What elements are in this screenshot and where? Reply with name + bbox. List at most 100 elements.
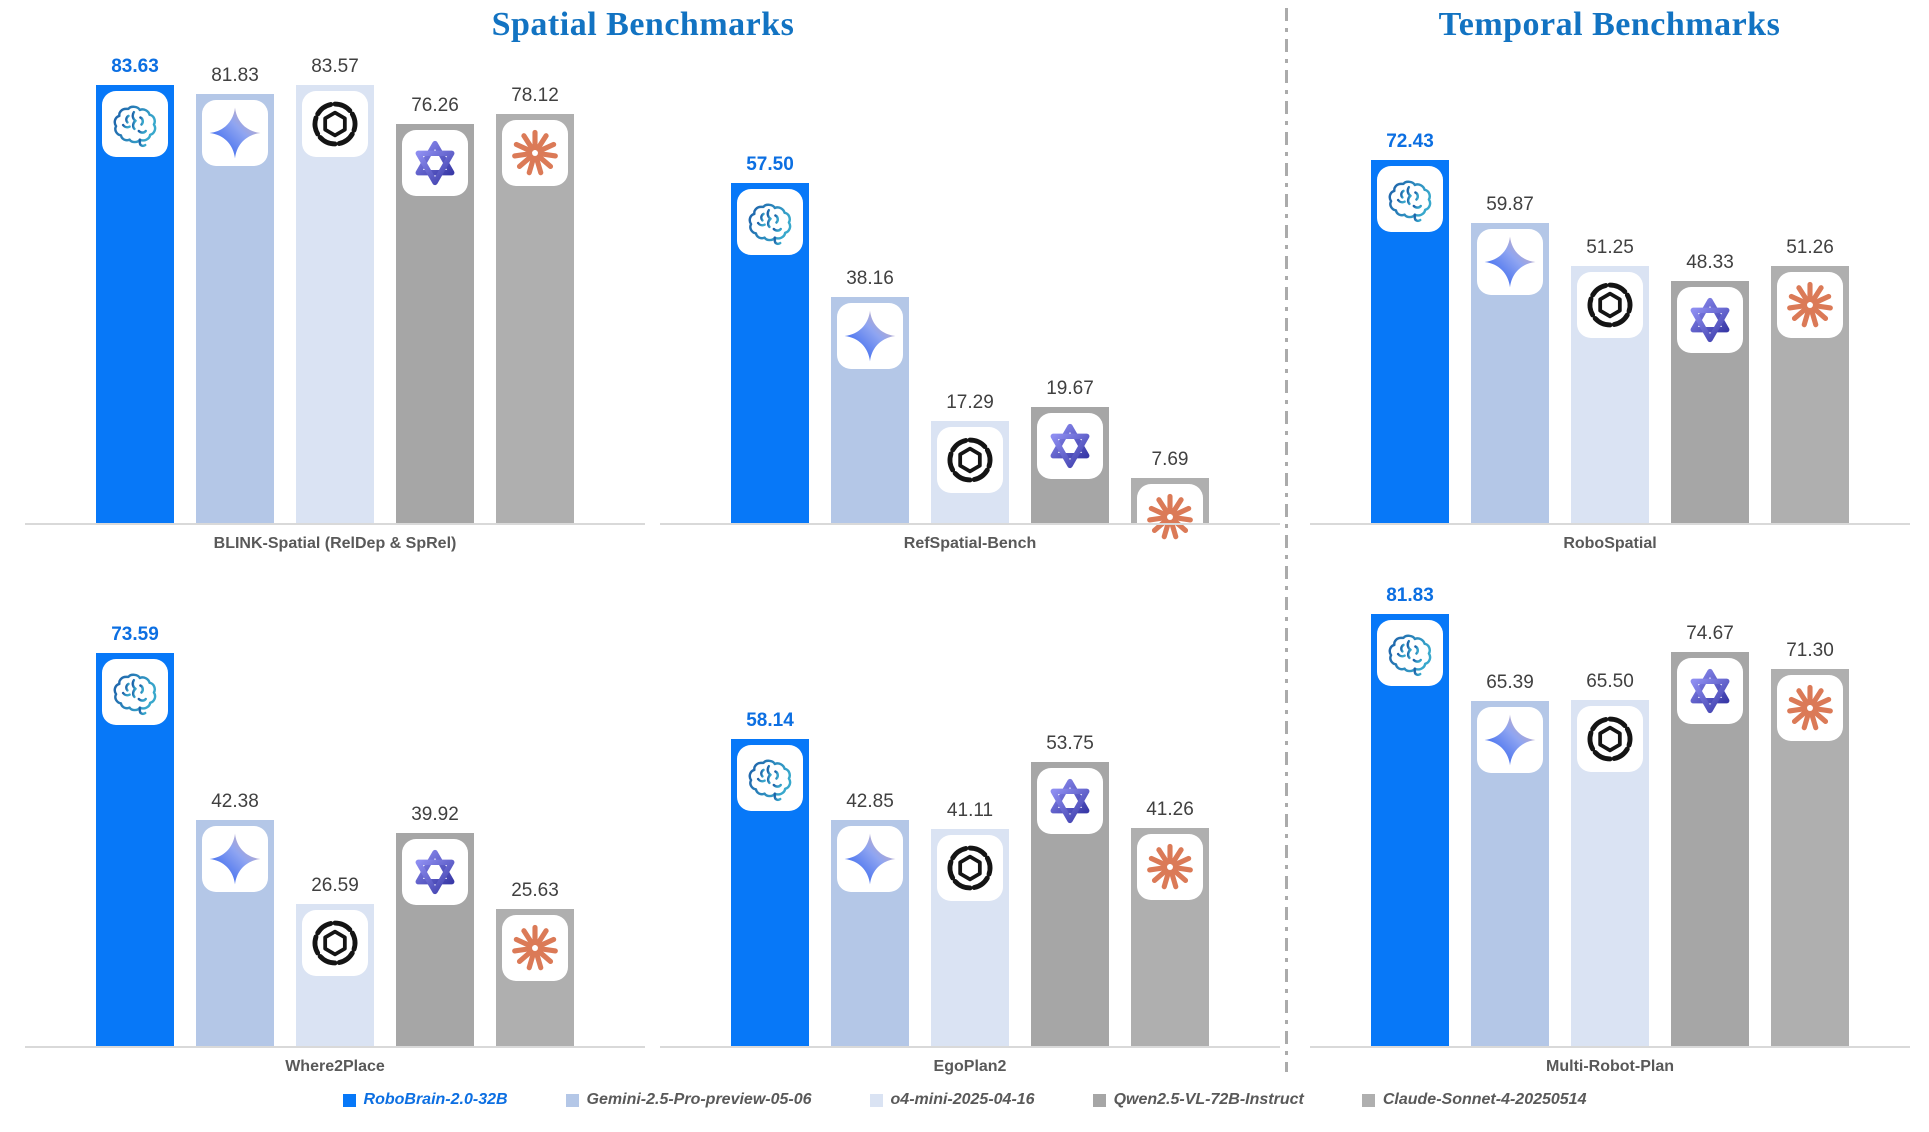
legend-item-robobrain-2-0-32b: RoboBrain-2.0-32B — [342, 1091, 508, 1109]
qwen-logo-icon — [1690, 297, 1730, 342]
model-badge-robobrain-2-0-32b — [737, 189, 803, 256]
model-badge-qwen2-5-vl-72b-instruct — [402, 129, 468, 196]
bar-value-label: 42.38 — [211, 790, 259, 812]
model-badge-robobrain-2-0-32b — [102, 658, 168, 725]
model-badge-claude-sonnet-4-20250514 — [1777, 675, 1843, 742]
chart-legend: RoboBrain-2.0-32B Gemini-2.5-Pro-preview-… — [0, 1091, 1929, 1109]
bar-qwen2-5-vl-72b-instruct: 76.26 — [396, 95, 474, 523]
bar-robobrain-2-0-32b: 58.14 — [731, 710, 809, 1046]
bar-value-label: 78.12 — [511, 84, 559, 106]
legend-marker-icon — [1092, 1093, 1106, 1107]
robobrain-brain-icon — [748, 203, 792, 246]
model-badge-gemini-2-5-pro-preview-05-06 — [837, 825, 903, 892]
legend-marker-icon — [565, 1093, 579, 1107]
qwen-logo-icon — [1050, 423, 1090, 468]
bar-robobrain-2-0-32b: 57.50 — [731, 154, 809, 523]
x-axis-label-blink-spatial-reldep-sprel: BLINK-Spatial (RelDep & SpRel) — [213, 535, 457, 552]
bar-claude-sonnet-4-20250514: 7.69 — [1131, 449, 1209, 550]
bar-claude-sonnet-4-20250514: 78.12 — [496, 85, 574, 523]
model-badge-qwen2-5-vl-72b-instruct — [402, 838, 468, 905]
bar-robobrain-2-0-32b: 72.43 — [1371, 131, 1449, 523]
bar-value-label: 57.50 — [746, 154, 794, 176]
legend-item-gemini-2-5-pro-preview-05-06: Gemini-2.5-Pro-preview-05-06 — [565, 1091, 812, 1109]
x-axis-line — [25, 523, 645, 525]
chart-egoplan2: 58.14 42.85 41.11 53.75 41.26 EgoPlan2 — [660, 560, 1280, 1106]
model-badge-claude-sonnet-4-20250514 — [502, 915, 568, 982]
openai-logo-icon — [947, 845, 993, 891]
bar-gemini-2-5-pro-preview-05-06: 81.83 — [196, 65, 274, 523]
plot-area: 83.63 81.83 83.57 76.26 78.12 — [25, 56, 645, 523]
bar-o4-mini-2025-04-16: 51.25 — [1571, 237, 1649, 523]
plot-area: 72.43 59.87 51.25 48.33 51.26 — [1310, 62, 1910, 523]
model-badge-qwen2-5-vl-72b-instruct — [1037, 768, 1103, 835]
gemini-star-icon — [209, 107, 261, 159]
openai-logo-icon — [1587, 282, 1633, 328]
bar-value-label: 71.30 — [1786, 640, 1834, 662]
bar-qwen2-5-vl-72b-instruct: 39.92 — [396, 804, 474, 1046]
bar-value-label: 76.26 — [411, 94, 459, 116]
bar-value-label: 26.59 — [311, 875, 359, 896]
bar-value-label: 72.43 — [1386, 131, 1434, 153]
bar-value-label: 59.87 — [1486, 194, 1534, 215]
bar-gemini-2-5-pro-preview-05-06: 65.39 — [1471, 672, 1549, 1046]
claude-starburst-icon — [512, 129, 558, 176]
bar-value-label: 53.75 — [1046, 733, 1094, 755]
bar-value-label: 65.39 — [1486, 671, 1534, 693]
gemini-star-icon — [844, 833, 896, 885]
claude-starburst-icon — [1787, 685, 1833, 731]
legend-label: RoboBrain-2.0-32B — [363, 1091, 508, 1108]
model-badge-qwen2-5-vl-72b-instruct — [1677, 657, 1743, 724]
model-badge-claude-sonnet-4-20250514 — [1137, 483, 1203, 550]
legend-item-o4-mini-2025-04-16: o4-mini-2025-04-16 — [869, 1091, 1035, 1109]
model-badge-gemini-2-5-pro-preview-05-06 — [202, 100, 268, 167]
bar-claude-sonnet-4-20250514: 25.63 — [496, 880, 574, 1046]
model-badge-gemini-2-5-pro-preview-05-06 — [1477, 706, 1543, 773]
bar-gemini-2-5-pro-preview-05-06: 42.85 — [831, 791, 909, 1046]
qwen-logo-icon — [415, 849, 455, 894]
x-axis-line — [660, 1046, 1280, 1048]
model-badge-o4-mini-2025-04-16 — [302, 910, 368, 976]
qwen-logo-icon — [1690, 668, 1730, 713]
claude-starburst-icon — [1787, 282, 1833, 328]
legend-marker-icon — [869, 1093, 883, 1107]
gemini-star-icon — [844, 311, 896, 362]
bar-value-label: 83.57 — [311, 56, 359, 78]
gemini-star-icon — [1484, 714, 1536, 765]
bar-value-label: 58.14 — [746, 709, 794, 731]
bar-gemini-2-5-pro-preview-05-06: 38.16 — [831, 268, 909, 523]
x-axis-line — [1310, 523, 1910, 525]
bar-value-label: 74.67 — [1686, 622, 1734, 644]
bar-value-label: 51.26 — [1786, 237, 1834, 259]
openai-logo-icon — [947, 437, 993, 483]
bar-value-label: 83.63 — [111, 55, 159, 77]
bar-o4-mini-2025-04-16: 17.29 — [931, 392, 1009, 523]
plot-area: 57.50 38.16 17.29 19.67 7.69 — [660, 62, 1280, 550]
chart-blink-spatial-reldep-sprel: 83.63 81.83 83.57 76.26 78.12 BLINK-Spati… — [25, 56, 645, 583]
chart-where2place: 73.59 42.38 26.59 39.92 25.63 Where2Place — [25, 560, 645, 1106]
robobrain-brain-icon — [1388, 180, 1432, 223]
bar-o4-mini-2025-04-16: 41.11 — [931, 800, 1009, 1046]
bar-value-label: 39.92 — [411, 803, 459, 825]
legend-marker-icon — [342, 1093, 356, 1107]
bar-value-label: 38.16 — [846, 268, 894, 290]
legend-label: Claude-Sonnet-4-20250514 — [1382, 1091, 1587, 1108]
openai-logo-icon — [312, 101, 358, 147]
bar-claude-sonnet-4-20250514: 51.26 — [1771, 237, 1849, 523]
chart-robospatial: 72.43 59.87 51.25 48.33 51.26 RoboSpatial — [1310, 62, 1910, 583]
bar-value-label: 7.69 — [1151, 448, 1189, 470]
bar-qwen2-5-vl-72b-instruct: 74.67 — [1671, 623, 1749, 1046]
claude-starburst-icon — [1147, 843, 1193, 890]
robobrain-brain-icon — [1388, 634, 1432, 676]
bar-value-label: 81.83 — [1386, 584, 1434, 606]
spatial-benchmarks-title: Spatial Benchmarks — [491, 6, 795, 43]
model-badge-o4-mini-2025-04-16 — [1577, 272, 1643, 339]
claude-starburst-icon — [512, 925, 558, 971]
model-badge-gemini-2-5-pro-preview-05-06 — [1477, 229, 1543, 295]
robobrain-brain-icon — [113, 105, 157, 147]
openai-logo-icon — [1587, 716, 1633, 762]
legend-label: o4-mini-2025-04-16 — [890, 1091, 1035, 1108]
model-badge-gemini-2-5-pro-preview-05-06 — [837, 303, 903, 370]
bar-gemini-2-5-pro-preview-05-06: 42.38 — [196, 791, 274, 1046]
model-badge-o4-mini-2025-04-16 — [1577, 706, 1643, 772]
model-badge-robobrain-2-0-32b — [102, 90, 168, 157]
